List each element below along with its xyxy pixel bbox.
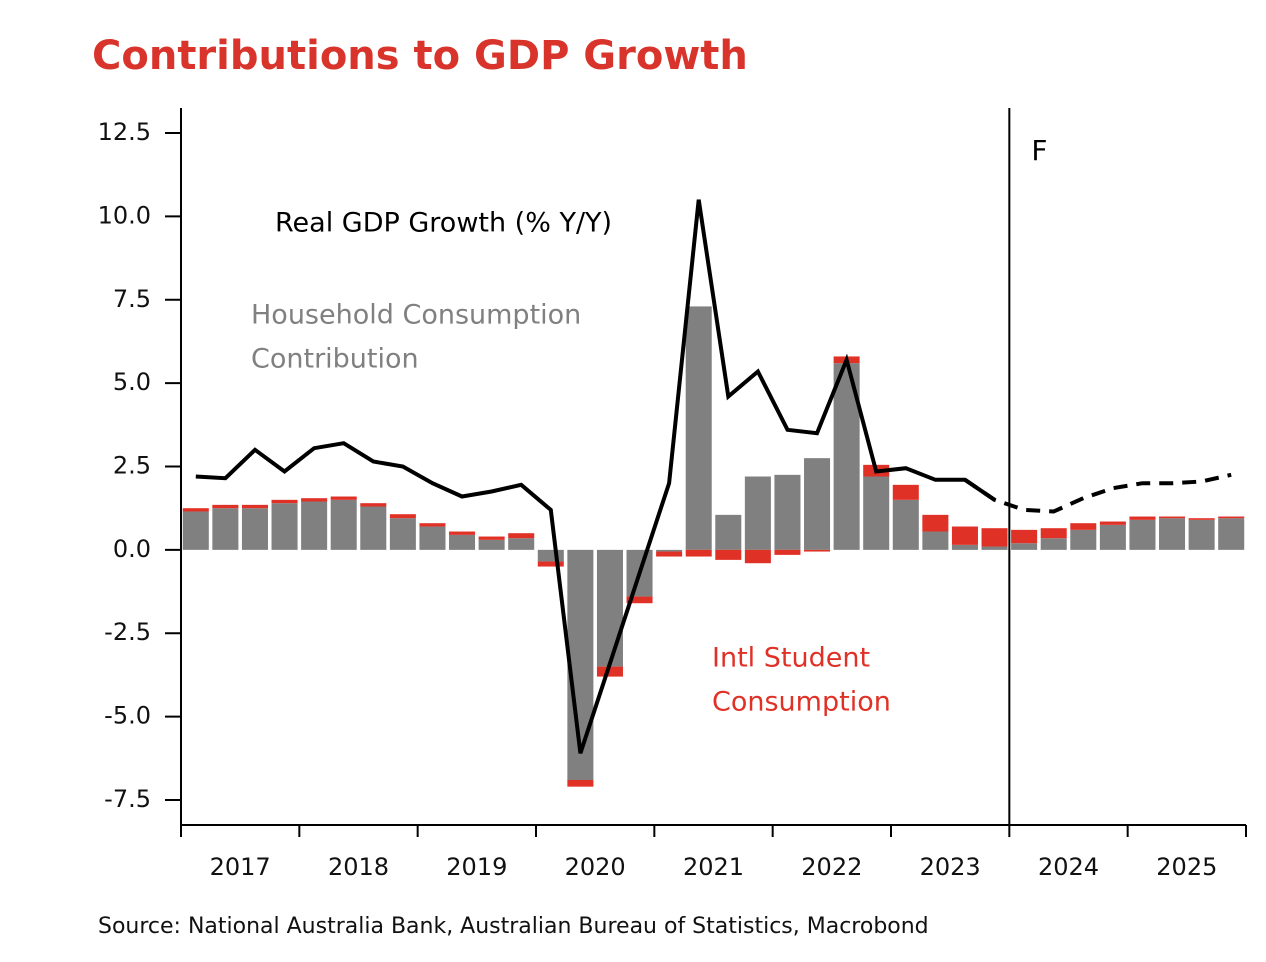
bar	[1099, 524, 1126, 550]
bar	[685, 306, 712, 550]
bar	[1070, 523, 1097, 530]
bar	[1040, 528, 1067, 539]
y-tick-label: 7.5	[113, 285, 151, 313]
bar	[656, 549, 683, 552]
x-tick-label: 2023	[920, 853, 981, 881]
bar	[715, 549, 742, 560]
x-tick-label: 2022	[801, 853, 862, 881]
y-tick-label: 0.0	[113, 535, 151, 563]
source: Source: National Australia Bank, Austral…	[98, 914, 929, 939]
y-tick-label: -7.5	[104, 785, 151, 813]
y-tick-label: -2.5	[104, 618, 151, 646]
y-tick-label: 10.0	[98, 201, 151, 229]
bar	[804, 458, 831, 550]
y-tick-label: 2.5	[113, 452, 151, 480]
annotation: Intl Student	[712, 643, 870, 674]
line	[195, 199, 996, 754]
x-tick-label: 2017	[210, 853, 271, 881]
bar	[241, 504, 268, 509]
chart-title: Contributions to GDP Growth	[92, 33, 748, 79]
bar	[478, 536, 505, 540]
bar	[1099, 521, 1126, 525]
bar	[1188, 518, 1215, 520]
bar	[922, 514, 949, 532]
bar	[330, 496, 357, 500]
bar	[981, 528, 1008, 547]
bar	[449, 531, 476, 535]
bar	[182, 508, 209, 512]
bar	[1218, 516, 1245, 519]
bar	[892, 499, 919, 550]
bar	[212, 504, 239, 509]
bar	[1159, 518, 1186, 550]
bar	[389, 518, 416, 550]
bar	[478, 539, 505, 550]
bar	[508, 533, 535, 539]
bar	[951, 526, 978, 545]
x-tick-label: 2019	[446, 853, 507, 881]
bar	[744, 476, 771, 550]
bar	[1011, 529, 1038, 544]
bar	[981, 546, 1008, 550]
bar	[626, 596, 653, 604]
bar	[419, 526, 446, 550]
bar	[774, 549, 801, 555]
bar	[922, 531, 949, 550]
bar	[685, 549, 712, 557]
bar	[1159, 516, 1186, 519]
bar	[241, 508, 268, 550]
bar	[389, 514, 416, 519]
bar	[596, 549, 623, 667]
bar	[892, 484, 919, 500]
bar	[774, 474, 801, 550]
bar	[1070, 529, 1097, 550]
bar	[360, 503, 387, 507]
bar	[656, 551, 683, 557]
annotation: Real GDP Growth (% Y/Y)	[275, 208, 612, 239]
bar	[1218, 518, 1245, 550]
forecast-label: F	[1031, 134, 1047, 167]
bar	[537, 561, 564, 567]
x-tick-label: 2021	[683, 853, 744, 881]
bar	[301, 501, 328, 550]
bar	[301, 498, 328, 502]
bar	[863, 476, 890, 550]
bar	[567, 779, 594, 787]
annotation: Consumption	[712, 687, 891, 718]
annotation: Household Consumption	[251, 300, 581, 331]
bar	[449, 534, 476, 550]
x-tick-label: 2024	[1038, 853, 1099, 881]
y-tick-label: 12.5	[98, 118, 151, 146]
bar	[1040, 538, 1067, 550]
bar	[596, 666, 623, 677]
forecast-line	[963, 472, 1232, 514]
x-tick-label: 2018	[328, 853, 389, 881]
bar	[1188, 519, 1215, 550]
bar	[419, 523, 446, 527]
bar	[744, 549, 771, 564]
bar	[508, 538, 535, 550]
bar	[271, 499, 298, 504]
bar	[537, 549, 564, 562]
bar	[1011, 543, 1038, 550]
bar	[1129, 519, 1156, 550]
bar	[330, 499, 357, 550]
bar	[271, 503, 298, 550]
bar	[360, 506, 387, 550]
bar	[1129, 516, 1156, 520]
bar	[212, 508, 239, 550]
x-tick-label: 2020	[565, 853, 626, 881]
annotation: Contribution	[251, 344, 419, 375]
bar	[715, 514, 742, 550]
x-tick-label: 2025	[1156, 853, 1217, 881]
bar	[951, 544, 978, 550]
y-tick-label: 5.0	[113, 368, 151, 396]
bar	[182, 511, 209, 550]
bar	[804, 549, 831, 552]
y-tick-label: -5.0	[104, 702, 151, 730]
